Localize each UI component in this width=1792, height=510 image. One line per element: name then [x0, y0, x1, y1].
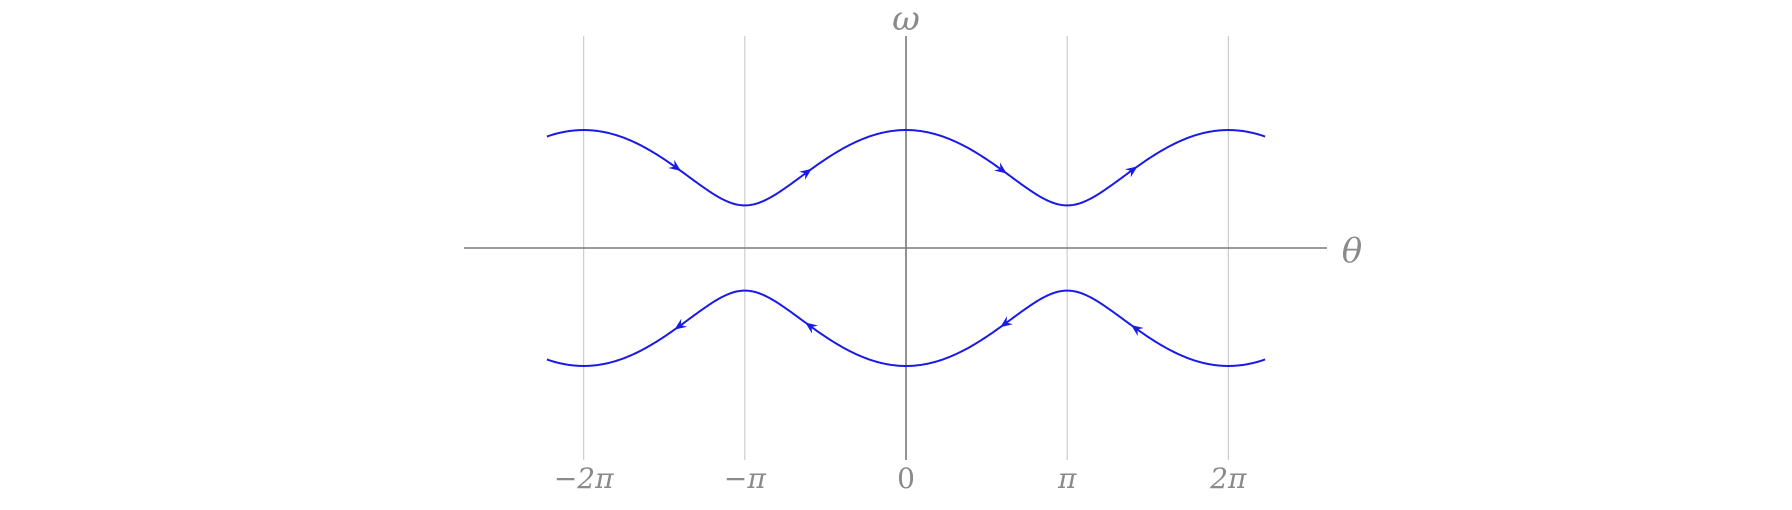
tick-label-2: 0	[897, 462, 915, 495]
theta-tick-labels: −2π −π 0 π 2π	[554, 462, 1247, 495]
omega-axis-label: ω	[892, 0, 920, 39]
upper-arrow-3	[1124, 166, 1138, 178]
upper-arrow-2	[994, 162, 1007, 174]
trajectory-curves	[546, 129, 1266, 367]
lower-arrow-2	[805, 322, 818, 334]
upper-trajectory	[546, 129, 1266, 207]
tick-label-3: π	[1057, 462, 1077, 495]
tick-label-1: −π	[724, 462, 766, 495]
lower-arrow-0	[1131, 325, 1144, 337]
lower-arrow-3	[674, 318, 688, 330]
upper-arrow-1	[799, 168, 812, 180]
tick-label-4: 2π	[1209, 462, 1247, 495]
tick-label-0: −2π	[554, 462, 614, 495]
direction-arrows	[668, 159, 1144, 337]
lower-arrow-1	[1000, 316, 1013, 328]
lower-trajectory	[546, 289, 1266, 367]
upper-arrow-0	[668, 159, 681, 171]
theta-axis-label: θ	[1342, 231, 1362, 271]
